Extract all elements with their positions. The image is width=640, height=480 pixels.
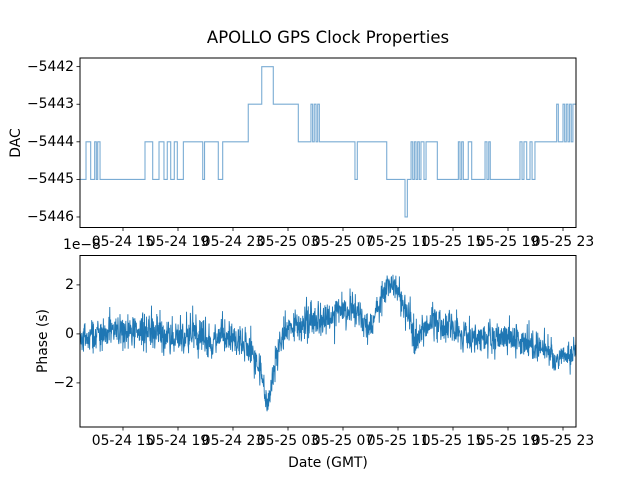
y-tick-label: 0 [65, 325, 74, 342]
y-tick-label: −5443 [27, 96, 74, 113]
x-tick-label: 05-24 23 [201, 233, 265, 250]
x-tick-label: 05-25 19 [476, 433, 540, 449]
x-tick-label: 05-25 11 [366, 233, 430, 250]
x-tick-label: 05-24 19 [146, 433, 210, 449]
phase-offset-exponent-label: 1e−8 [63, 237, 101, 253]
x-tick-label: 05-25 23 [531, 433, 595, 449]
y-tick-label: −5442 [27, 58, 74, 75]
y-tick-label: 2 [65, 276, 74, 293]
x-tick-label: 05-25 15 [421, 233, 485, 250]
chart-title: APOLLO GPS Clock Properties [206, 28, 450, 47]
x-tick-label: 05-25 07 [311, 433, 375, 449]
x-tick-label: 05-25 23 [531, 233, 595, 250]
x-tick-label: 05-25 15 [421, 433, 485, 449]
x-tick-label: 05-24 19 [146, 233, 210, 250]
dac-step-line [80, 66, 576, 218]
axes-border [79, 255, 577, 428]
y-tick-label: −5444 [27, 133, 74, 150]
x-tick-label: 05-24 23 [201, 433, 265, 449]
x-tick-label: 05-25 19 [476, 233, 540, 250]
x-tick-label: 05-25 07 [311, 233, 375, 250]
y-tick-label: −2 [53, 374, 74, 391]
phase-noise-line [80, 274, 576, 412]
date-x-axis-label: Date (GMT) [288, 455, 368, 471]
x-tick-label: 05-25 11 [366, 433, 430, 449]
x-tick-label: 05-24 15 [91, 233, 155, 250]
y-tick-label: −5446 [27, 208, 74, 225]
axes-border [79, 57, 577, 228]
x-tick-label: 05-25 03 [256, 233, 320, 250]
x-tick-label: 05-25 03 [256, 433, 320, 449]
x-tick-label: 05-24 15 [91, 433, 155, 449]
y-tick-label: −5445 [27, 171, 74, 188]
phase-y-axis-label: Phase (s) [34, 309, 51, 374]
dac-y-axis-label: DAC [8, 128, 24, 158]
